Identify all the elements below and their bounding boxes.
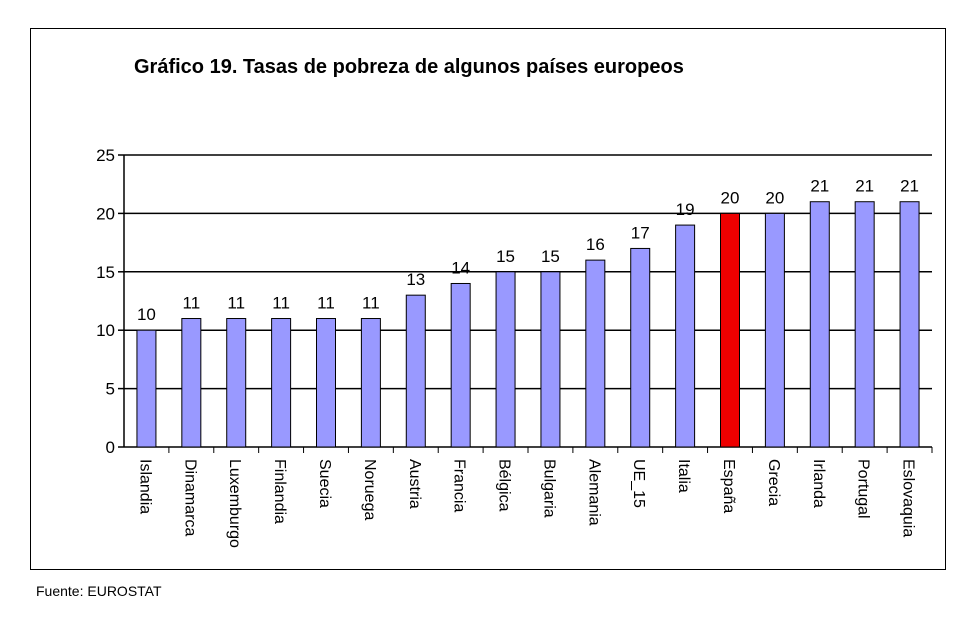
x-tick-label: Austria <box>406 459 423 509</box>
bar-finlandia <box>271 318 292 448</box>
data-label: 14 <box>451 258 470 277</box>
data-label: 20 <box>765 188 784 207</box>
bar-luxemburgo <box>226 318 247 448</box>
x-tick-label: Eslovaquia <box>900 459 917 537</box>
bar-bulgaria <box>540 271 561 448</box>
bar-b-lgica <box>495 271 516 448</box>
data-label: 10 <box>137 305 156 324</box>
data-label: 11 <box>317 294 335 313</box>
data-label: 21 <box>855 177 874 196</box>
x-tick-label: UE_15 <box>630 459 647 508</box>
chart-title: Gráfico 19. Tasas de pobreza de algunos … <box>134 56 684 78</box>
y-tick-label: 5 <box>106 380 115 399</box>
data-label: 11 <box>272 294 290 313</box>
y-tick-label: 10 <box>96 321 115 340</box>
x-tick-label: Grecia <box>765 459 782 506</box>
y-tick-label: 20 <box>96 204 115 223</box>
x-tick-label: Italia <box>675 459 692 493</box>
bar-ue-15 <box>630 247 651 448</box>
bar-francia <box>450 282 471 448</box>
bar-noruega <box>360 318 381 448</box>
x-tick-label: Islandia <box>136 459 153 514</box>
x-axis-tick-labels: Islandia Dinamarca Luxemburgo Finlandia Suec… <box>136 447 933 548</box>
data-label: 17 <box>631 223 650 242</box>
data-label: 11 <box>183 294 201 313</box>
data-label: 21 <box>900 177 919 196</box>
y-tick-label: 0 <box>106 438 115 457</box>
bar-irlanda <box>809 201 830 448</box>
data-label: 15 <box>541 247 560 266</box>
bar-suecia <box>316 318 336 448</box>
bar-espa-a <box>720 212 740 448</box>
x-tick-label: Bulgaria <box>540 459 557 518</box>
y-tick-label: 15 <box>96 263 115 282</box>
data-label: 11 <box>227 294 245 313</box>
bar-portugal <box>854 201 875 448</box>
y-tick-label: 25 <box>96 146 115 165</box>
bar-dinamarca <box>181 318 202 448</box>
bar-alemania <box>585 259 606 448</box>
x-tick-label: España <box>720 459 737 513</box>
bar-islandia <box>136 329 157 448</box>
x-tick-label: Bélgica <box>496 459 513 512</box>
data-label: 19 <box>676 200 695 219</box>
data-labels: 10 11 11 11 11 11 13 14 15 15 16 17 19 20 20 21 21 21 <box>137 177 919 324</box>
data-label: 21 <box>810 177 829 196</box>
x-tick-label: Alemania <box>585 459 602 526</box>
x-tick-label: Luxemburgo <box>226 459 243 548</box>
x-tick-label: Francia <box>451 459 468 512</box>
x-tick-label: Noruega <box>361 459 378 520</box>
y-axis-tick-labels: 0 5 10 15 20 25 <box>96 146 115 457</box>
chart-frame <box>30 28 946 570</box>
x-tick-label: Dinamarca <box>181 459 198 536</box>
x-tick-label: Portugal <box>855 459 872 519</box>
bars <box>136 201 920 448</box>
data-label: 16 <box>586 235 605 254</box>
x-tick-label: Irlanda <box>810 459 827 508</box>
data-label: 15 <box>496 247 515 266</box>
data-label: 20 <box>721 188 740 207</box>
data-label: 13 <box>406 270 425 289</box>
bar-eslovaquia <box>899 201 920 448</box>
bar-austria <box>405 294 426 448</box>
x-tick-label: Suecia <box>316 459 333 508</box>
x-tick-label: Finlandia <box>271 459 288 524</box>
source-note: Fuente: EUROSTAT <box>36 583 162 599</box>
bar-grecia <box>764 212 785 448</box>
data-label: 11 <box>362 294 380 313</box>
bar-italia <box>675 224 696 448</box>
